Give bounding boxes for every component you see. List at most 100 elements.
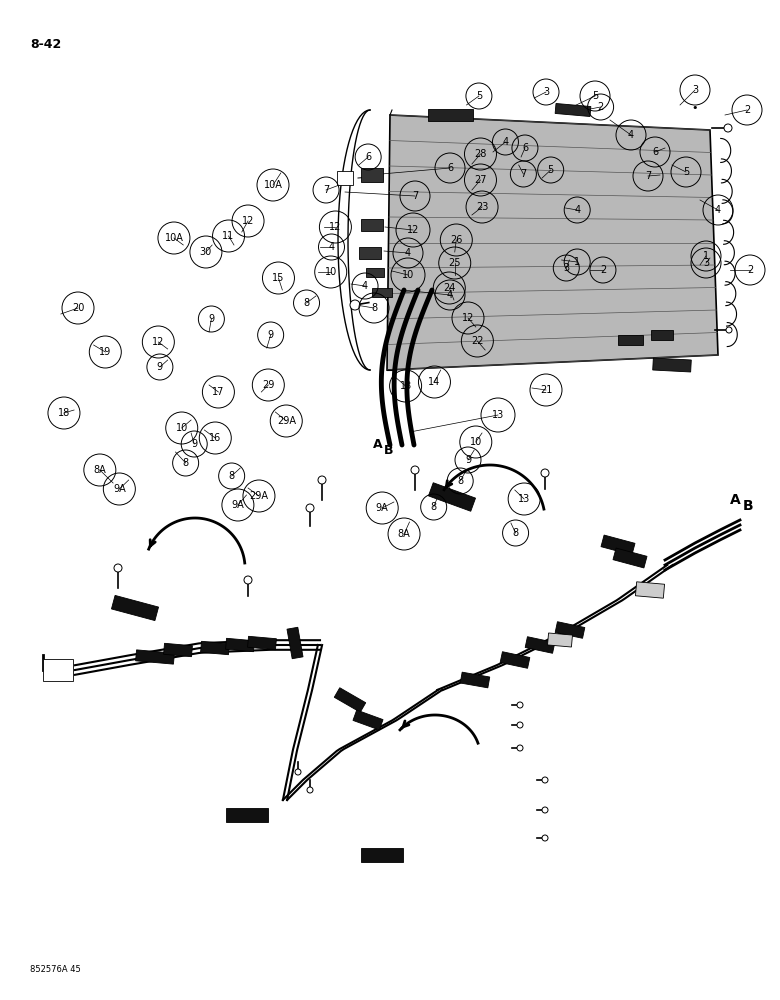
Polygon shape (353, 710, 383, 730)
Polygon shape (359, 247, 381, 259)
Text: 10: 10 (324, 267, 337, 277)
Text: 5: 5 (476, 91, 482, 101)
Text: 11: 11 (222, 231, 235, 241)
Polygon shape (548, 633, 573, 647)
Polygon shape (613, 548, 647, 568)
Text: 29A: 29A (250, 491, 268, 501)
Text: 5: 5 (592, 91, 598, 101)
Text: 12: 12 (329, 222, 342, 232)
Polygon shape (636, 582, 665, 598)
Text: 24: 24 (443, 283, 456, 293)
Text: 13: 13 (518, 494, 530, 504)
Text: 4: 4 (574, 205, 580, 215)
Polygon shape (387, 115, 718, 370)
Text: 2: 2 (744, 105, 750, 115)
Text: 22: 22 (471, 336, 484, 346)
Text: 9A: 9A (232, 500, 244, 510)
Text: 3: 3 (703, 258, 709, 268)
Text: 28: 28 (474, 149, 487, 159)
Text: 26: 26 (450, 235, 463, 245)
Text: 12: 12 (462, 313, 474, 323)
Circle shape (307, 787, 313, 793)
Circle shape (517, 745, 523, 751)
Text: 10: 10 (402, 270, 414, 280)
Text: 12: 12 (152, 337, 165, 347)
Text: 9: 9 (465, 455, 471, 465)
Text: 2: 2 (597, 102, 604, 112)
Text: 29A: 29A (277, 416, 296, 426)
Polygon shape (555, 103, 591, 117)
Circle shape (517, 722, 523, 728)
Circle shape (306, 504, 314, 512)
Text: 3: 3 (692, 85, 698, 95)
Text: 14: 14 (428, 377, 441, 387)
Polygon shape (555, 622, 585, 638)
Circle shape (318, 476, 326, 484)
Text: 4: 4 (362, 281, 368, 291)
Text: 12: 12 (407, 225, 419, 235)
Polygon shape (366, 267, 384, 276)
Text: 15: 15 (272, 273, 285, 283)
Text: 9A: 9A (113, 484, 126, 494)
Circle shape (350, 300, 360, 310)
Circle shape (542, 835, 548, 841)
Text: 5: 5 (548, 165, 554, 175)
Polygon shape (601, 535, 635, 555)
Polygon shape (653, 358, 691, 372)
Text: 9: 9 (191, 439, 197, 449)
Text: 8A: 8A (94, 465, 106, 475)
Polygon shape (500, 652, 530, 668)
Circle shape (295, 769, 301, 775)
Text: 4: 4 (447, 290, 453, 300)
Text: 4: 4 (405, 248, 411, 258)
Text: 6: 6 (365, 152, 371, 162)
Text: 4: 4 (328, 242, 335, 252)
Text: 13: 13 (399, 381, 412, 391)
Polygon shape (287, 627, 303, 659)
Text: 7: 7 (520, 169, 526, 179)
Text: 3: 3 (563, 263, 569, 273)
Text: 4: 4 (502, 137, 509, 147)
Text: 1: 1 (574, 257, 580, 267)
Polygon shape (651, 330, 673, 340)
Text: 13: 13 (492, 410, 504, 420)
Circle shape (542, 807, 548, 813)
Text: 27: 27 (474, 175, 487, 185)
Text: 10: 10 (470, 437, 482, 447)
Text: 8: 8 (512, 528, 519, 538)
Text: 3: 3 (543, 87, 549, 97)
Polygon shape (335, 688, 366, 712)
Text: 9: 9 (157, 362, 163, 372)
Polygon shape (460, 672, 490, 688)
Text: 8: 8 (303, 298, 310, 308)
Text: 2: 2 (747, 265, 753, 275)
Text: 10: 10 (176, 423, 188, 433)
Text: 4: 4 (715, 205, 721, 215)
Polygon shape (112, 595, 158, 621)
Text: 10A: 10A (264, 180, 282, 190)
Text: 4: 4 (628, 130, 634, 140)
Text: 7: 7 (645, 171, 651, 181)
Text: 16: 16 (209, 433, 222, 443)
Text: 8: 8 (431, 502, 437, 512)
Text: 8: 8 (183, 458, 189, 468)
Polygon shape (136, 650, 175, 664)
Text: 8A: 8A (398, 529, 410, 539)
Text: 5: 5 (682, 167, 689, 177)
Text: 1: 1 (703, 251, 709, 261)
Text: 6: 6 (522, 143, 528, 153)
Text: 19: 19 (99, 347, 112, 357)
Circle shape (541, 469, 549, 477)
Polygon shape (361, 848, 403, 862)
Polygon shape (247, 636, 276, 650)
Text: 2: 2 (600, 265, 606, 275)
Polygon shape (428, 483, 476, 511)
Polygon shape (372, 288, 392, 296)
Text: 30: 30 (200, 247, 212, 257)
Text: 9A: 9A (376, 503, 388, 513)
Polygon shape (226, 808, 268, 822)
Circle shape (517, 702, 523, 708)
Text: 7: 7 (323, 185, 329, 195)
Text: 6: 6 (652, 147, 658, 157)
Polygon shape (164, 643, 193, 657)
